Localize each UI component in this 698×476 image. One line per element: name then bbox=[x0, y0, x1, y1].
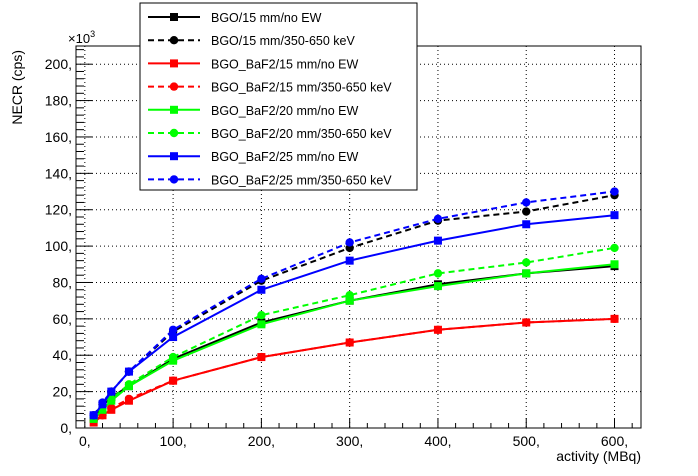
legend-entry: BGO_BaF2/15 mm/no EW bbox=[148, 57, 358, 71]
legend-label: BGO_BaF2/20 mm/no EW bbox=[211, 104, 358, 118]
data-point bbox=[345, 256, 354, 265]
legend-box bbox=[139, 2, 418, 191]
legend-label: BGO_BaF2/25 mm/350-650 keV bbox=[211, 173, 392, 187]
data-point bbox=[433, 325, 443, 334]
legend-swatch-marker bbox=[169, 128, 179, 138]
data-point bbox=[168, 352, 178, 362]
axis-text: ×103 NECR (cps) activity (MBq) bbox=[9, 29, 641, 464]
y-tick-label: 60, bbox=[53, 311, 72, 327]
series-4 bbox=[89, 314, 619, 425]
legend: BGO/15 mm/no EW BGO/15 mm/350-650 keV BGO_… bbox=[139, 2, 418, 191]
x-tick-label: 100, bbox=[159, 433, 186, 449]
y-tick-label: 100, bbox=[45, 238, 72, 254]
data-point bbox=[168, 376, 178, 385]
legend-swatch-marker bbox=[169, 175, 179, 184]
data-point bbox=[168, 325, 178, 334]
series-8 bbox=[89, 187, 619, 420]
legend-label: BGO/15 mm/350-650 keV bbox=[211, 34, 355, 48]
legend-entry: BGO_BaF2/25 mm/350-650 keV bbox=[148, 173, 392, 187]
legend-label: BGO_BaF2/15 mm/no EW bbox=[211, 57, 358, 71]
series-group bbox=[89, 187, 619, 427]
x-tick-label: 500, bbox=[513, 433, 540, 449]
data-point bbox=[107, 403, 116, 413]
data-point bbox=[610, 260, 619, 269]
data-point bbox=[433, 236, 442, 245]
legend-entry: BGO/15 mm/no EW bbox=[148, 11, 322, 25]
data-point bbox=[257, 320, 266, 329]
data-point bbox=[610, 243, 619, 253]
legend-entry: BGO/15 mm/350-650 keV bbox=[148, 34, 355, 48]
legend-label: BGO/15 mm/no EW bbox=[211, 11, 322, 25]
axis-ticks: 0, 100, 200, 300, 400, 500, 600, 0, 20, 40, 60, 80,… bbox=[45, 49, 633, 449]
data-point bbox=[433, 282, 442, 291]
series-line bbox=[92, 246, 615, 418]
series-2 bbox=[89, 190, 619, 420]
x-tick-label: 600, bbox=[601, 433, 628, 449]
data-point bbox=[345, 238, 354, 247]
y-tick-label: 140, bbox=[45, 165, 72, 181]
x-tick-label: 400, bbox=[424, 433, 451, 449]
data-point bbox=[107, 387, 116, 396]
legend-swatch-marker bbox=[169, 82, 179, 91]
data-point bbox=[124, 394, 134, 404]
series-line bbox=[93, 317, 615, 422]
legend-entry: BGO_BaF2/20 mm/350-650 keV bbox=[148, 127, 392, 141]
data-point bbox=[257, 311, 266, 320]
data-point bbox=[98, 398, 107, 407]
data-point bbox=[345, 296, 354, 305]
y-tick-label: 0, bbox=[60, 420, 72, 436]
legend-label: BGO_BaF2/25 mm/no EW bbox=[211, 150, 358, 164]
data-point bbox=[257, 352, 266, 362]
data-point bbox=[257, 274, 266, 284]
data-point bbox=[345, 291, 354, 300]
legend-label: BGO_BaF2/20 mm/350-650 keV bbox=[211, 127, 392, 141]
y-tick-label: 160, bbox=[45, 129, 72, 145]
legend-swatch-marker bbox=[170, 13, 178, 21]
data-point bbox=[89, 411, 98, 420]
y-axis-label: NECR (cps) bbox=[9, 50, 25, 125]
data-point bbox=[257, 285, 266, 294]
data-point bbox=[124, 380, 134, 389]
series-line bbox=[92, 190, 615, 416]
y-tick-label: 40, bbox=[53, 347, 72, 363]
legend-swatch-marker bbox=[170, 152, 178, 161]
data-point bbox=[610, 187, 619, 196]
y-tick-label: 20, bbox=[53, 384, 72, 400]
data-point bbox=[433, 269, 443, 278]
data-point bbox=[522, 258, 531, 267]
y-tick-label: 200, bbox=[45, 56, 72, 72]
x-tick-label: 300, bbox=[336, 433, 363, 449]
legend-entry: BGO_BaF2/20 mm/no EW bbox=[148, 104, 358, 118]
y-multiplier: ×103 bbox=[68, 29, 95, 46]
data-point bbox=[610, 211, 619, 220]
y-tick-label: 120, bbox=[45, 202, 72, 218]
legend-swatch-marker bbox=[169, 36, 179, 45]
legend-label: BGO_BaF2/15 mm/350-650 keV bbox=[211, 81, 392, 95]
data-point bbox=[345, 338, 354, 347]
data-point bbox=[610, 314, 619, 324]
data-point bbox=[433, 214, 443, 224]
y-tick-label: 80, bbox=[53, 274, 72, 290]
series-line bbox=[92, 214, 615, 416]
data-point bbox=[522, 318, 531, 327]
series-line bbox=[92, 263, 615, 420]
data-point bbox=[107, 394, 116, 404]
data-point bbox=[124, 367, 134, 376]
legend-swatch-marker bbox=[170, 105, 178, 114]
data-point bbox=[169, 333, 178, 342]
legend-swatch-marker bbox=[170, 59, 178, 68]
x-tick-label: 200, bbox=[248, 433, 275, 449]
y-tick-label: 180, bbox=[45, 93, 72, 109]
legend-entry: BGO_BaF2/25 mm/no EW bbox=[148, 150, 358, 164]
data-point bbox=[522, 207, 531, 216]
x-tick-label: 0, bbox=[79, 433, 91, 449]
data-point bbox=[522, 269, 531, 278]
x-axis-label: activity (MBq) bbox=[556, 448, 641, 464]
data-point bbox=[522, 198, 531, 207]
series-7 bbox=[89, 211, 619, 420]
legend-entry: BGO_BaF2/15 mm/350-650 keV bbox=[148, 81, 392, 95]
data-point bbox=[522, 220, 531, 229]
y-multiplier-exponent: 3 bbox=[90, 29, 95, 39]
